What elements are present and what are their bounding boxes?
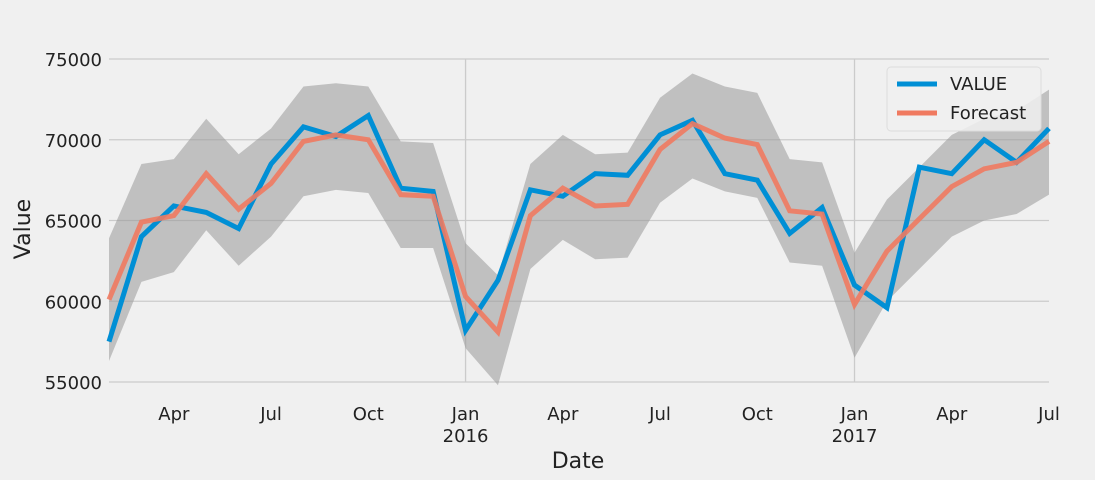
x-tick-label: Apr — [547, 404, 579, 425]
legend-label-forecast: Forecast — [950, 103, 1026, 124]
x-tick-label: Jan — [840, 404, 869, 425]
x-tick-label: Jan — [451, 404, 480, 425]
x-tick-label: Apr — [936, 404, 968, 425]
y-axis-title: Value — [11, 199, 36, 259]
y-tick-labels: 55000 60000 65000 70000 75000 — [45, 50, 102, 394]
x-tick-label: Jul — [259, 404, 282, 425]
y-tick-label: 55000 — [45, 373, 102, 394]
x-tick-label: Oct — [742, 404, 773, 425]
y-tick-label: 75000 — [45, 50, 102, 71]
legend-label-value: VALUE — [950, 74, 1007, 95]
confidence-interval-band — [109, 73, 1049, 386]
legend: VALUE Forecast — [886, 66, 1042, 132]
x-axis-title: Date — [552, 449, 605, 474]
y-tick-label: 70000 — [45, 131, 102, 152]
x-tick-year-label: 2017 — [832, 426, 878, 447]
x-tick-label: Apr — [158, 404, 190, 425]
x-tick-label: Jul — [648, 404, 671, 425]
series-line-forecast — [106, 120, 1051, 337]
series-lines — [106, 111, 1051, 343]
y-tick-label: 65000 — [45, 212, 102, 233]
x-tick-year-label: 2016 — [443, 426, 489, 447]
x-tick-label: Oct — [353, 404, 384, 425]
confidence-band — [109, 73, 1049, 386]
y-tick-label: 60000 — [45, 292, 102, 313]
series-line-value — [106, 111, 1051, 343]
x-tick-label: Jul — [1037, 404, 1060, 425]
